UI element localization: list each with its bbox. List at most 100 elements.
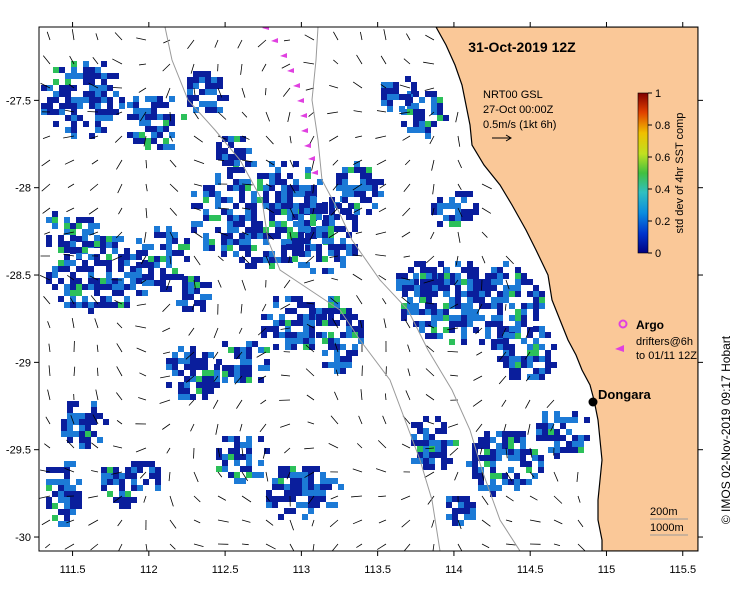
sst-pixel [484,437,490,443]
sst-pixel [137,461,143,467]
sst-pixel [490,461,496,467]
current-vector [424,87,435,91]
x-tick-label: 113.5 [364,564,391,576]
current-vector [96,344,99,353]
sst-pixel [431,203,437,209]
sst-pixel [157,96,163,102]
sst-pixel [100,278,106,284]
current-vector [307,421,315,425]
sst-pixel [85,413,91,419]
current-vector [215,423,219,435]
sst-pixel [429,458,435,464]
sst-pixel [199,89,205,95]
sst-pixel [291,320,297,326]
sst-pixel [443,115,449,121]
current-vector [457,519,462,530]
sst-pixel [85,443,91,449]
sst-pixel [197,203,203,209]
sst-pixel [336,179,342,185]
sst-pixel [435,446,441,452]
sst-pixel [497,291,503,297]
sst-pixel [160,244,166,250]
current-vector [356,295,363,305]
sst-pixel [322,338,328,344]
sst-pixel [490,467,496,473]
sst-pixel [411,458,417,464]
sst-pixel [526,479,532,485]
sst-pixel [172,352,178,358]
sst-pixel [82,217,88,223]
sst-pixel [227,197,233,203]
current-vector [529,519,541,523]
current-vector [379,183,387,189]
sst-pixel [73,431,79,437]
sst-pixel [119,103,125,109]
sst-pixel [281,197,287,203]
sst-pixel [464,514,470,520]
sst-pixel [533,303,539,309]
sst-pixel [467,209,473,215]
sst-pixel [539,297,545,303]
sst-pixel [101,479,107,485]
sst-pixel [425,121,431,127]
current-legend-line2: 27-Oct 00:00Z [483,104,554,116]
current-vector [453,279,459,286]
sst-pixel [53,79,59,85]
current-vector [40,82,51,89]
sst-pixel [467,303,473,309]
sst-pixel [240,377,246,383]
current-vector [425,302,435,305]
sst-pixel [473,309,479,315]
sst-pixel [287,233,293,239]
sst-pixel [125,467,131,473]
sst-pixel [58,521,64,527]
sst-pixel [352,244,358,250]
sst-pixel [322,208,328,214]
sst-pixel [190,394,196,400]
current-vector [66,519,75,524]
sst-pixel [239,185,245,191]
sst-pixel [52,217,58,223]
sst-pixel [118,302,124,308]
sst-pixel [100,260,106,266]
sst-pixel [169,144,175,150]
current-vector [553,471,559,482]
sst-pixel [497,344,503,350]
sst-pixel [176,300,182,306]
sst-pixel [292,232,298,238]
sst-pixel [461,267,467,273]
sst-pixel [539,326,545,332]
sst-pixel [458,520,464,526]
sst-pixel [211,101,217,107]
sst-pixel [41,103,47,109]
sst-pixel [70,278,76,284]
sst-pixel [217,77,223,83]
current-vector [112,445,123,449]
sst-pixel [65,115,71,121]
current-vector [375,135,387,139]
sst-pixel [326,502,332,508]
sst-pixel [216,154,222,160]
sst-pixel [305,251,311,257]
sst-pixel [67,431,73,437]
sst-pixel [291,338,297,344]
sst-pixel [266,496,272,502]
sst-pixel [61,419,67,425]
sst-pixel [205,89,211,95]
sst-pixel [311,185,317,191]
sst-pixel [83,91,89,97]
sst-pixel [533,291,539,297]
sst-pixel [46,272,52,278]
x-tick-label: 115.5 [669,564,696,576]
current-vector [92,56,99,65]
sst-pixel [234,353,240,359]
sst-pixel [503,362,509,368]
sst-pixel [178,370,184,376]
sst-pixel [366,179,372,185]
sst-pixel [452,514,458,520]
sst-pixel [411,82,417,88]
sst-pixel [293,161,299,167]
sst-pixel [293,221,299,227]
sst-pixel [142,290,148,296]
